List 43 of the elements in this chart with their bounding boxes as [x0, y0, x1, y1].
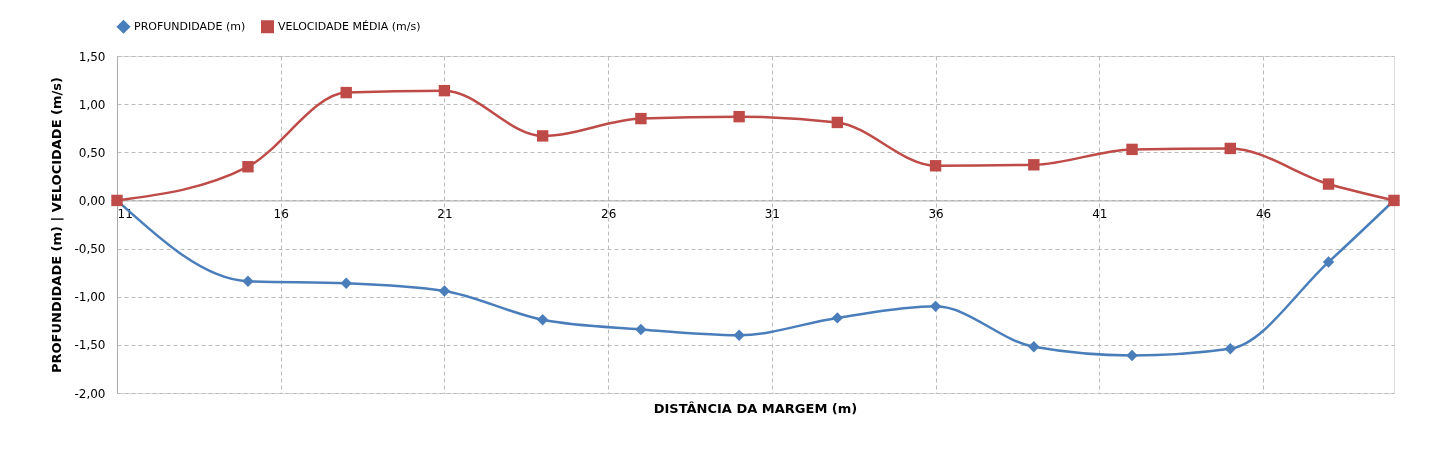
point [733, 110, 745, 123]
x-tick-label: 41 [1092, 206, 1108, 221]
legend-label: VELOCIDADE MÉDIA (m/s) [278, 19, 421, 33]
x-tick-label: 46 [1255, 206, 1272, 221]
point [340, 277, 352, 289]
x-tick-label: 36 [928, 206, 944, 221]
point [831, 116, 844, 129]
point [831, 312, 844, 324]
x-tick-label: 16 [273, 206, 289, 221]
point [536, 314, 549, 326]
y-tick-label: -1,00 [74, 290, 106, 305]
y-tick-label: 1,50 [78, 49, 106, 64]
y-tick-label: 1,00 [78, 97, 106, 112]
point [536, 130, 549, 142]
point [929, 160, 942, 172]
y-tick-label: -2,00 [74, 386, 106, 401]
point [438, 84, 451, 97]
point [242, 275, 254, 288]
y-tick-label: 0,50 [78, 145, 106, 160]
x-tick-label: 21 [437, 206, 453, 221]
point [340, 86, 352, 99]
point [635, 323, 647, 336]
y-axis-title: PROFUNDIDADE (m) | VELOCIDADE (m/s) [49, 77, 65, 373]
point [1126, 349, 1138, 362]
point [1224, 343, 1236, 355]
y-tick-label: 0,00 [78, 193, 106, 208]
point [1224, 142, 1236, 155]
y-tick-label: -0,50 [74, 242, 106, 257]
y-tick-label: -1,50 [74, 338, 106, 353]
point [929, 300, 942, 313]
point [733, 329, 745, 341]
point [1322, 256, 1335, 268]
point [1028, 341, 1040, 353]
point [438, 285, 451, 297]
point [1322, 178, 1335, 190]
point [1028, 159, 1040, 171]
legend-label: PROFUNDIDADE (m) [134, 19, 246, 33]
point [635, 112, 647, 125]
x-tick-label: 31 [764, 206, 781, 221]
point [242, 161, 254, 173]
point [1126, 143, 1138, 156]
x-axis-title: DISTÂNCIA DA MARGEM (m) [653, 401, 858, 416]
x-tick-label: 26 [601, 206, 617, 221]
